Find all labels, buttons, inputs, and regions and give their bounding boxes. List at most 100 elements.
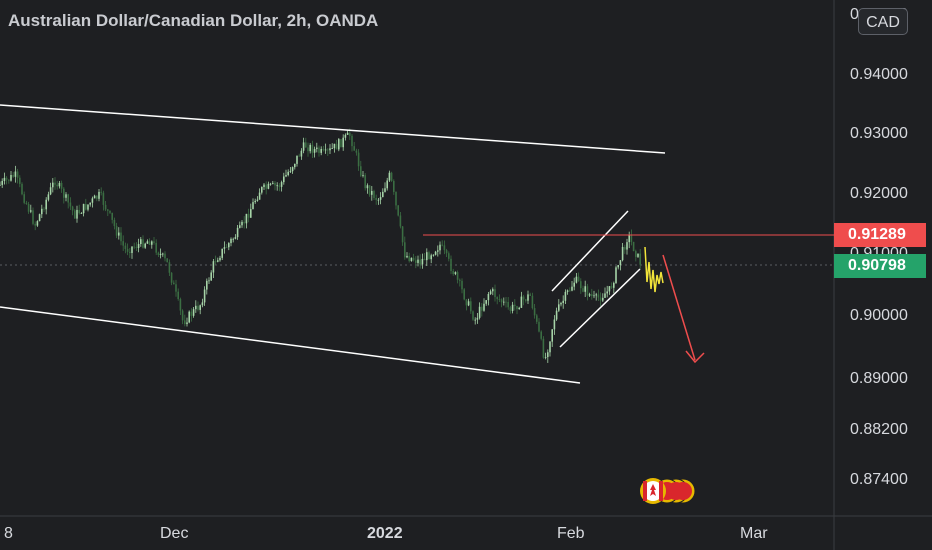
candle-body [192,309,195,316]
candle-body [19,177,21,184]
candle-body [441,244,443,246]
candle-body [610,286,613,288]
candle-body [313,148,316,153]
candle-body [445,250,448,254]
candle-body [637,253,639,257]
candle-body [595,294,597,296]
candle-body [558,304,560,311]
candle-body [181,310,184,321]
symbol-title[interactable]: Australian Dollar/Canadian Dollar, 2h, O… [8,11,379,30]
candle-body [32,210,34,224]
candle-body [146,241,149,244]
candle-body [542,338,545,358]
candle-body [417,259,419,263]
candle-body [300,150,303,157]
channel-upper-line[interactable] [0,104,666,154]
candle-body [406,255,408,258]
candle-body [639,253,641,265]
candle-body [346,132,349,135]
candle-body [492,289,494,292]
candle-body [47,194,50,200]
price-axis[interactable]: 0.950000.940000.930000.920000.910000.900… [850,6,908,488]
candle-body [619,260,622,266]
candle-body [302,142,305,151]
candle-body [91,198,94,203]
candle-body [628,235,630,243]
candle-body [450,258,452,272]
candle-body [536,315,538,322]
time-axis[interactable]: 8 Dec 2022 Feb Mar [4,525,768,542]
candle-body [318,147,320,153]
candle-body [575,276,578,283]
candle-body [307,147,309,152]
candle-body [186,322,188,325]
candle-body [342,137,344,148]
candle-body [555,310,558,320]
candle-body [49,187,52,195]
candle-body [516,306,518,310]
candle-body [164,253,166,259]
candle-body [247,213,250,218]
candle-body [285,175,287,177]
candle-body [219,257,221,261]
candle-body [201,302,204,306]
candle-body [100,191,102,193]
candle-body [5,177,8,180]
candle-body [144,243,146,248]
candle-body [38,214,41,222]
candle-body [298,155,300,157]
candle-body [16,171,19,178]
currency-button[interactable]: CAD [858,8,908,35]
candle-body [10,175,12,181]
candle-body [511,304,514,311]
flag-upper-line[interactable] [551,210,629,292]
candle-body [465,299,468,306]
candle-body [30,210,32,212]
event-markers[interactable] [640,478,696,504]
candle-body [331,148,333,150]
candle-body [58,182,61,187]
candle-body [626,242,628,250]
candle-body [188,311,190,323]
candle-body [291,167,294,172]
bearish-arrow-head [685,350,705,364]
candle-body [63,188,65,198]
candle-body [311,144,314,153]
candle-body [533,308,536,316]
candle-body [142,239,144,248]
candle-body [43,208,45,210]
candle-body [478,306,481,318]
candle-body [426,252,428,261]
candle-body [245,213,248,224]
candle-body [212,261,215,273]
candle-body [124,245,127,249]
flag-lower-line[interactable] [559,268,641,348]
candle-body [560,303,562,305]
candle-body [78,209,80,214]
candle-body [551,329,553,342]
candle-body [241,221,243,226]
price-tick-label: 0.92000 [850,185,908,202]
candle-body [93,195,96,199]
candle-body [265,184,267,189]
candle-body [287,171,289,176]
candle-body [289,171,292,172]
candle-body [250,209,252,218]
candle-body [408,255,410,262]
candle-body [439,244,441,251]
candle-body [254,200,256,203]
candle-body [360,166,362,176]
candle-body [159,253,162,255]
candle-body [137,244,140,248]
candle-body [1,180,3,185]
candle-body [397,205,399,216]
candle-body [586,286,589,296]
candle-body [157,252,160,255]
candle-body [199,305,201,310]
candle-body [258,192,261,200]
candle-body [571,286,573,291]
candle-body [470,301,472,312]
candle-body [184,320,186,325]
channel-lower-line[interactable] [0,306,581,384]
